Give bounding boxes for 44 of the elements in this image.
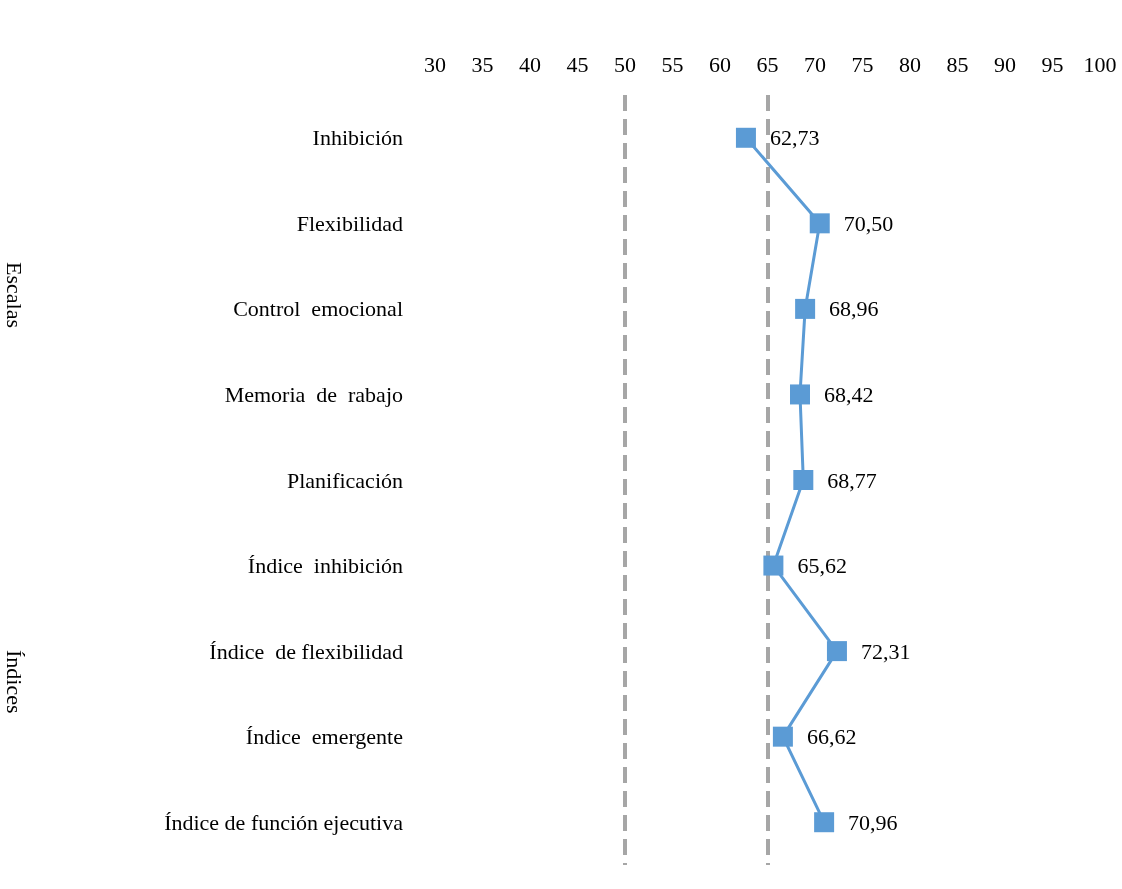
data-label: 68,42 (823, 381, 874, 407)
data-label: 68,96 (829, 296, 879, 322)
x-tick-label: 65 (756, 51, 779, 77)
data-label: 70,50 (843, 210, 894, 236)
y-tick-label: Inhibición (312, 125, 403, 151)
data-label: 72,31 (860, 638, 911, 664)
x-tick-label: 35 (471, 51, 494, 77)
point (763, 555, 784, 576)
x-tick-label: 70 (804, 51, 826, 77)
x-tick-label: 90 (994, 51, 1016, 77)
x-tick-label: 45 (566, 51, 589, 77)
y-tick-label: Control emocional (233, 296, 403, 322)
y-tick-label: Índice de flexibilidad (209, 638, 403, 664)
x-tick-label: 85 (946, 51, 969, 77)
point (793, 470, 814, 490)
point (809, 213, 830, 234)
y-tick-label: Planificación (286, 467, 403, 493)
point (789, 384, 810, 405)
x-tick-label: 100 (1083, 51, 1117, 77)
data-label: 65,62 (797, 553, 847, 579)
x-tick-label: 30 (424, 51, 446, 77)
data-label: 66,62 (806, 724, 857, 750)
x-tick-label: 95 (1041, 51, 1064, 77)
point (795, 298, 816, 319)
y-tick-label: Índice inhibición (247, 553, 403, 579)
text: Índices (1, 650, 27, 714)
y-tick-label: Flexibilidad (296, 210, 403, 236)
point (772, 726, 793, 747)
data-label: 68,77 (827, 467, 877, 493)
data-label: 70,96 (848, 809, 898, 835)
y-tick-label: Memoria de rabajo (224, 381, 403, 407)
text: Escalas (1, 262, 27, 328)
x-tick-label: 50 (614, 51, 636, 77)
x-tick-label: 80 (899, 51, 921, 77)
point (814, 812, 835, 833)
y-tick-label: Índice emergente (245, 724, 403, 750)
x-tick-label: 75 (851, 51, 874, 77)
x-tick-label: 60 (709, 51, 731, 77)
y-tick-label: Índice de función ejecutiva (164, 809, 404, 835)
x-tick-label: 55 (661, 51, 684, 77)
point (735, 127, 756, 148)
data-label: 62,73 (769, 125, 820, 151)
point (826, 641, 847, 662)
x-tick-label: 40 (519, 51, 541, 77)
